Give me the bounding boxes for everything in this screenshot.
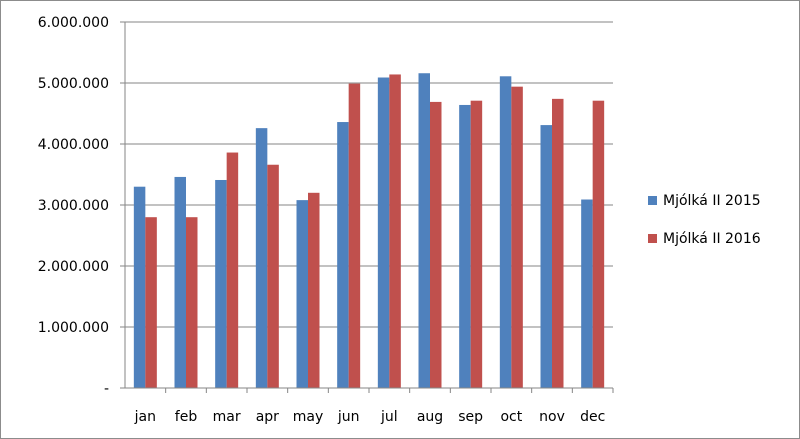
x-tick-label: jun [337,409,360,425]
bar-series-2015-jun [337,122,349,388]
legend-swatch [648,234,657,243]
bar-series-2016-sep [470,100,483,388]
y-tick-label: 6.000.000 [38,15,109,31]
y-tick-label: - [104,381,109,397]
x-tick-label: sep [458,409,483,425]
bar-series-2016-may [308,192,320,388]
bar-series-2015-mar [215,179,227,388]
x-axis: jan feb mar apr may jun jul aug sep oct nov dec [125,387,614,425]
x-tick-label: feb [175,409,198,425]
bar-series-2015-dec [581,199,593,388]
bar-series-2016-jul [389,74,401,389]
gridlines [120,21,613,389]
y-axis: - 1.000.000 2.000.000 3.000.000 4.000.000 5.0… [38,15,126,397]
x-tick-label: apr [256,409,279,425]
x-tick-label: jan [134,409,156,425]
bar-series-2015-nov [540,125,552,388]
y-tick-label: 1.000.000 [38,320,109,336]
y-tick-label: 5.000.000 [38,76,109,92]
x-tick-label: nov [539,409,565,425]
bar-series-2015-jan [133,186,146,388]
bar-series-2015-aug [418,73,430,389]
bars [133,73,605,389]
y-tick-label: 2.000.000 [38,259,109,275]
bar-series-2016-oct [511,86,523,388]
bar-series-2015-oct [499,76,512,388]
bar-series-2016-apr [267,164,279,388]
y-tick-label: 3.000.000 [38,198,109,214]
legend-label: Mjólká II 2015 [663,193,761,209]
bar-series-2015-feb [174,176,186,388]
x-tick-label: may [293,409,324,425]
x-tick-label: aug [417,409,443,425]
bar-series-2015-may [296,200,308,388]
x-tick-label: jul [380,409,398,425]
y-tick-label: 4.000.000 [38,137,109,153]
bar-series-2016-nov [552,98,564,389]
x-tick-label: oct [500,409,522,425]
legend-label: Mjólká II 2016 [663,231,761,247]
bar-series-2015-jul [377,77,390,388]
x-tick-label: dec [580,409,605,425]
legend-swatch [648,196,657,205]
x-tick-label: mar [213,409,241,425]
bar-series-2016-jan [145,217,157,388]
bar-series-2015-sep [459,104,471,389]
bar-series-2016-jun [348,83,361,389]
bar-series-2016-mar [226,152,239,388]
bar-series-2016-dec [592,100,605,388]
bar-series-2016-aug [430,101,442,388]
bar-series-2015-apr [255,128,268,388]
legend: Mjólká II 2015 Mjólká II 2016 [648,193,761,247]
bar-series-2016-feb [186,217,198,388]
